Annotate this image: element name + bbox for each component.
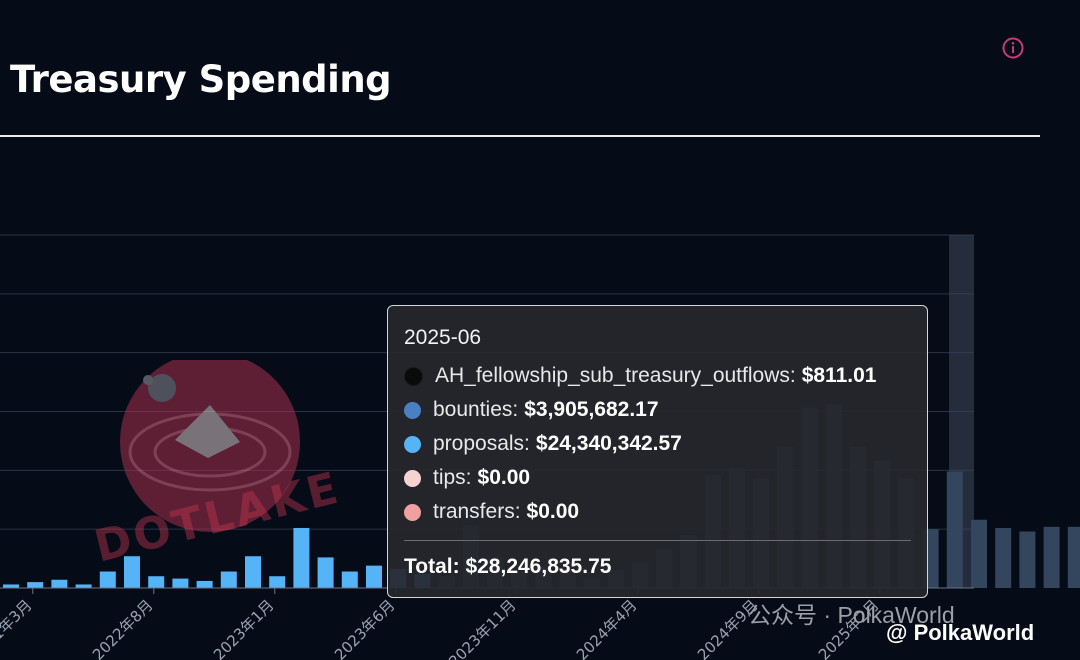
tooltip-date: 2025-06 xyxy=(404,326,482,349)
wechat-credit: 公众号 · PolkaWorld xyxy=(748,602,955,628)
series-dot-icon xyxy=(404,366,423,386)
tooltip-row-transfers: transfers: $0.00 xyxy=(404,495,911,529)
bar-month[interactable] xyxy=(172,578,189,588)
tooltip-row-label: proposals: xyxy=(433,432,530,455)
bar-month[interactable] xyxy=(1019,531,1036,588)
tooltip-row-value: $0.00 xyxy=(477,466,531,489)
tooltip-row-label: tips: xyxy=(433,466,472,489)
tooltip-row-proposals: proposals: $24,340,342.57 xyxy=(404,427,911,461)
tooltip-row-value: $24,340,342.57 xyxy=(535,432,682,455)
tooltip-row-value: $811.01 xyxy=(801,364,877,387)
bar-month[interactable] xyxy=(971,519,987,588)
series-dot-icon xyxy=(404,435,421,453)
tooltip-row-label: AH_fellowship_sub_treasury_outflows: xyxy=(435,364,796,387)
bar-month[interactable] xyxy=(245,556,261,588)
page-title: Treasury Spending xyxy=(10,58,392,101)
x-tick-label: 2021年3月 xyxy=(0,596,36,660)
bar-month[interactable] xyxy=(946,471,963,588)
bar-month[interactable] xyxy=(269,576,286,588)
tooltip-row-fellowship: AH_fellowship_sub_treasury_outflows: $81… xyxy=(404,359,911,393)
bar-month[interactable] xyxy=(1067,526,1080,588)
series-dot-icon xyxy=(404,503,421,521)
title-divider xyxy=(0,135,1040,137)
bar-month[interactable] xyxy=(366,565,382,588)
tooltip-total-value: $28,246,835.75 xyxy=(465,555,612,578)
bar-month[interactable] xyxy=(196,580,213,588)
dotlake-logo-watermark xyxy=(120,360,300,532)
tooltip-separator xyxy=(404,540,911,541)
bar-month[interactable] xyxy=(220,571,237,588)
bar-month[interactable] xyxy=(27,582,44,588)
tooltip-row-label: transfers: xyxy=(433,500,521,523)
x-tick-label: 2023年11月 xyxy=(445,596,519,660)
tooltip-total-label: Total: xyxy=(404,555,460,578)
chart-tooltip: 2025-06 AH_fellowship_sub_treasury_outfl… xyxy=(387,305,928,598)
tooltip-row-value: $3,905,682.17 xyxy=(524,398,659,421)
x-tick-label: 2024年4月 xyxy=(573,596,641,660)
bar-month[interactable] xyxy=(51,579,68,588)
bar-month[interactable] xyxy=(148,576,165,588)
bar-month[interactable] xyxy=(995,527,1012,588)
tooltip-row-tips: tips: $0.00 xyxy=(404,461,911,495)
tooltip-row-label: bounties: xyxy=(433,398,519,421)
x-tick-label: 2023年1月 xyxy=(210,596,278,660)
bar-month[interactable] xyxy=(317,557,334,588)
bar-month[interactable] xyxy=(124,556,140,588)
tooltip-total: Total: $28,246,835.75 xyxy=(404,555,911,579)
bar-month[interactable] xyxy=(75,584,92,588)
tooltip-row-bounties: bounties: $3,905,682.17 xyxy=(404,393,911,427)
bar-month[interactable] xyxy=(3,584,19,588)
bar-month[interactable] xyxy=(293,527,310,588)
tooltip-row-value: $0.00 xyxy=(526,500,580,523)
bar-month[interactable] xyxy=(99,571,116,588)
weibo-credit: @ PolkaWorld xyxy=(886,620,1035,645)
x-tick-label: 2022年8月 xyxy=(89,596,157,660)
series-dot-icon xyxy=(404,401,421,419)
bar-month[interactable] xyxy=(1043,526,1060,588)
x-tick-label: 2023年6月 xyxy=(331,596,399,660)
info-circle-icon[interactable] xyxy=(1002,37,1024,59)
series-dot-icon xyxy=(404,469,421,487)
bar-month[interactable] xyxy=(341,571,358,588)
